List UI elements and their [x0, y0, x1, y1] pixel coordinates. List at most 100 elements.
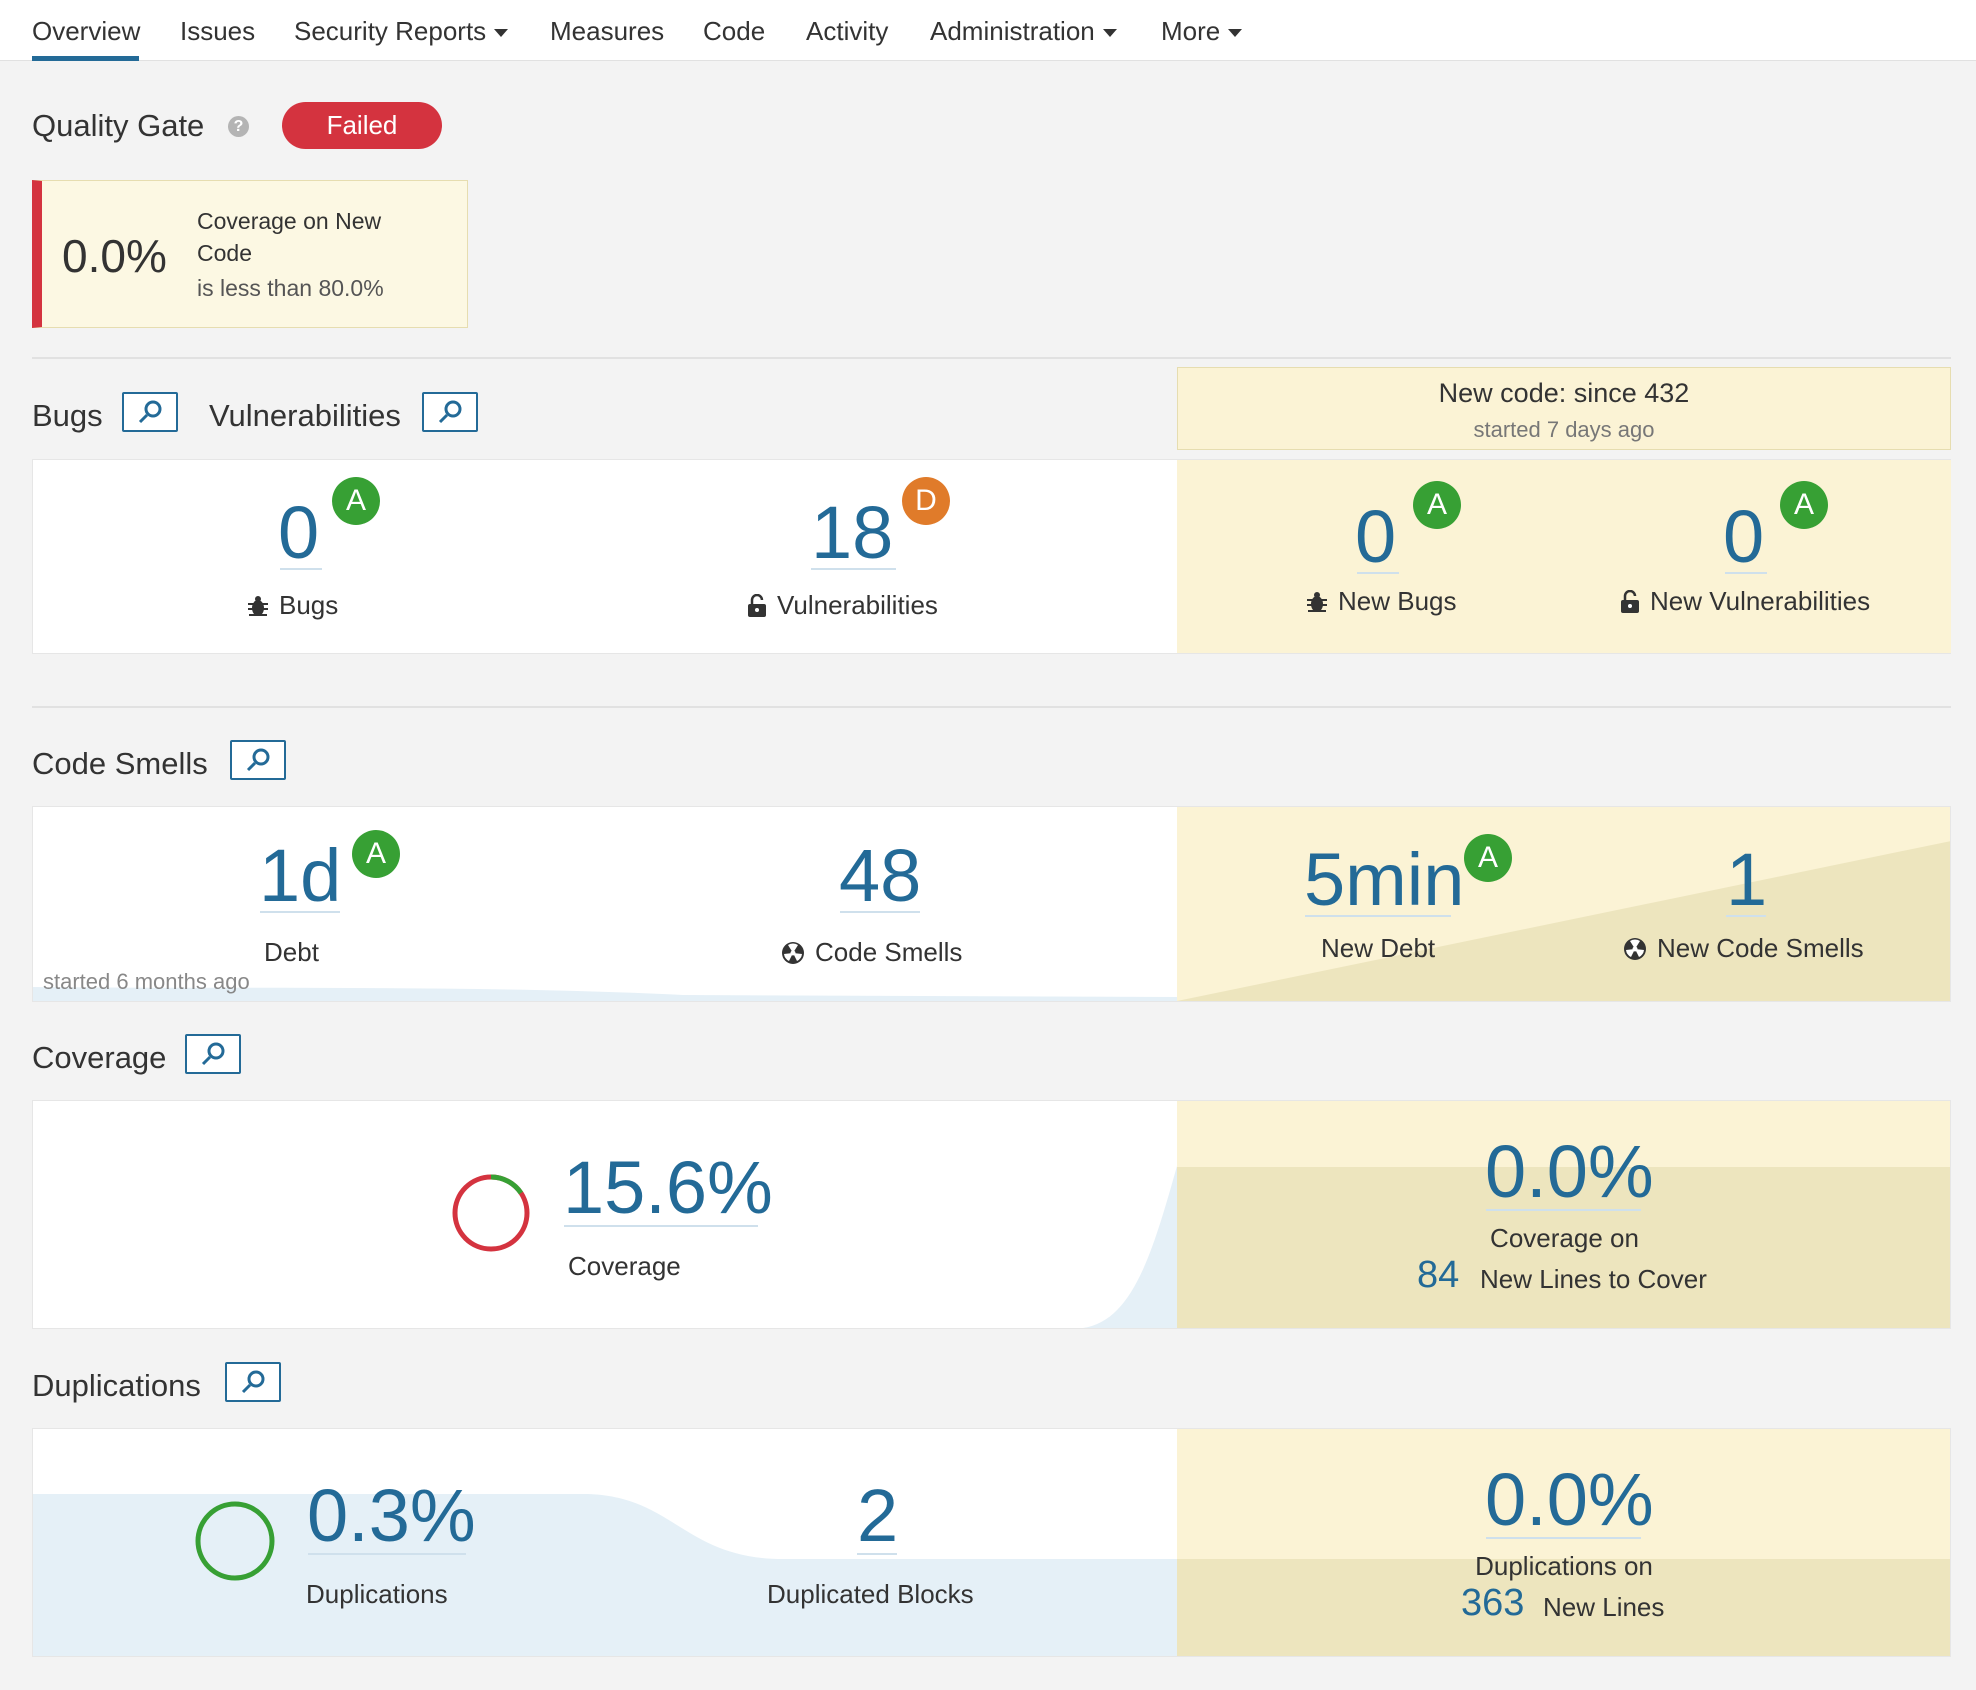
coverage-donut-chart[interactable] — [449, 1171, 533, 1255]
search-link-icon — [138, 400, 162, 424]
new-debt-value[interactable]: 5min — [1304, 838, 1465, 921]
quality-gate-condition[interactable]: 0.0% Coverage on New Code is less than 8… — [32, 180, 468, 328]
code-smells-label: Code Smells — [781, 937, 962, 968]
condition-threshold: is less than 80.0% — [197, 275, 384, 301]
debt-rating-badge[interactable]: A — [352, 830, 400, 878]
bugs-value[interactable]: 0 — [278, 491, 320, 574]
new-code-smells-value[interactable]: 1 — [1726, 838, 1768, 921]
section-divider — [32, 706, 1951, 708]
code-smells-panel: 1d A Debt started 6 months ago 48 Code S… — [32, 806, 1951, 1002]
new-code-period-banner: New code: since 432 started 7 days ago — [1177, 367, 1951, 450]
duplicated-blocks-value[interactable]: 2 — [857, 1474, 899, 1557]
bugs-label-text: Bugs — [279, 590, 339, 620]
tab-security-reports-label: Security Reports — [294, 16, 487, 46]
new-bugs-label-text: New Bugs — [1338, 586, 1457, 616]
vulnerabilities-label: Vulnerabilities — [747, 590, 938, 621]
new-coverage-sparkline — [1177, 1167, 1950, 1328]
value-underline — [260, 911, 340, 913]
duplicated-blocks-label: Duplicated Blocks — [767, 1579, 974, 1609]
vulnerabilities-drilldown-button[interactable] — [422, 392, 478, 432]
duplications-section-title: Duplications — [32, 1368, 201, 1403]
search-link-icon — [241, 1370, 265, 1394]
duplications-drilldown-button[interactable] — [225, 1362, 281, 1402]
duplications-donut-chart[interactable] — [193, 1499, 277, 1583]
new-debt-label: New Debt — [1321, 933, 1436, 963]
vulnerabilities-rating-badge[interactable]: D — [902, 477, 950, 525]
caret-down-icon — [494, 29, 509, 38]
tab-measures[interactable]: Measures — [550, 16, 665, 46]
new-bugs-value[interactable]: 0 — [1355, 495, 1397, 578]
radiation-icon — [782, 942, 804, 964]
new-coverage-label: Coverage on — [33, 1223, 1950, 1254]
section-divider — [32, 357, 1951, 359]
code-smells-value[interactable]: 48 — [839, 834, 922, 917]
new-code-leak-area — [1177, 460, 1951, 653]
new-lines-to-cover-value[interactable]: 84 — [1417, 1254, 1460, 1296]
value-underline — [811, 568, 896, 570]
tab-overview[interactable]: Overview — [32, 16, 141, 46]
bugs-vulnerabilities-panel: 0 A Bugs 18 D Vulnerabilities 0 A New Bu… — [32, 459, 1951, 654]
tab-more[interactable]: More — [1161, 16, 1243, 47]
code-smells-drilldown-button[interactable] — [230, 740, 286, 780]
new-duplications-value[interactable]: 0.0% — [1485, 1458, 1654, 1541]
search-link-icon — [438, 400, 462, 424]
vulnerabilities-section-title: Vulnerabilities — [209, 398, 401, 433]
new-vulnerabilities-label: New Vulnerabilities — [1620, 586, 1870, 617]
new-code-title: New code: since 432 — [1438, 378, 1690, 408]
tab-code[interactable]: Code — [703, 16, 766, 46]
new-coverage-value[interactable]: 0.0% — [1485, 1130, 1654, 1213]
code-smells-label-text: Code Smells — [815, 937, 963, 967]
new-duplications-sparkline — [1177, 1559, 1950, 1656]
value-underline — [280, 568, 322, 570]
tab-issues[interactable]: Issues — [180, 16, 256, 46]
duplications-panel: 0.3% Duplications 2 Duplicated Blocks 0.… — [32, 1428, 1951, 1657]
value-underline — [1726, 915, 1766, 917]
new-code-subtitle: started 7 days ago — [1473, 417, 1655, 442]
vulnerabilities-value[interactable]: 18 — [811, 491, 894, 574]
tab-administration-label: Administration — [930, 16, 1095, 46]
new-vulnerabilities-value[interactable]: 0 — [1723, 495, 1765, 578]
caret-down-icon — [1228, 29, 1243, 38]
value-underline — [1486, 1537, 1641, 1539]
condition-metric: Coverage on New Code — [197, 208, 382, 266]
radiation-icon — [1624, 938, 1646, 960]
active-tab-indicator — [32, 56, 139, 61]
unlocked-padlock-icon — [748, 594, 766, 617]
debt-value[interactable]: 1d — [259, 834, 342, 917]
unlocked-padlock-icon — [1621, 590, 1639, 613]
bugs-drilldown-button[interactable] — [122, 392, 178, 432]
new-debt-rating-badge[interactable]: A — [1464, 834, 1512, 882]
new-bugs-label: New Bugs — [1306, 586, 1457, 617]
new-coverage-label-text: Coverage on — [1490, 1223, 1639, 1253]
new-lines-label: New Lines — [1543, 1592, 1665, 1622]
value-underline — [1725, 572, 1767, 574]
value-underline — [1357, 572, 1399, 574]
tab-security-reports[interactable]: Security Reports — [294, 16, 509, 47]
bugs-label: Bugs — [247, 590, 338, 621]
debt-history-start-text: started 6 months ago — [43, 969, 250, 994]
bugs-section-title: Bugs — [32, 398, 103, 433]
help-icon[interactable]: ? — [228, 116, 249, 137]
value-underline — [857, 1553, 897, 1555]
tab-more-label: More — [1161, 16, 1221, 46]
coverage-value[interactable]: 15.6% — [563, 1146, 773, 1229]
new-bugs-rating-badge[interactable]: A — [1413, 481, 1461, 529]
quality-gate-status-badge: Failed — [282, 102, 442, 149]
search-link-icon — [246, 748, 270, 772]
new-lines-to-cover-label: New Lines to Cover — [1480, 1264, 1707, 1294]
bugs-rating-badge[interactable]: A — [332, 477, 380, 525]
tab-administration[interactable]: Administration — [930, 16, 1117, 47]
new-vulnerabilities-rating-badge[interactable]: A — [1780, 481, 1828, 529]
new-duplications-label: Duplications on — [1475, 1551, 1653, 1581]
duplications-value[interactable]: 0.3% — [307, 1474, 476, 1557]
tab-activity[interactable]: Activity — [806, 16, 889, 46]
value-underline — [1305, 915, 1451, 917]
search-link-icon — [201, 1042, 225, 1066]
new-code-smells-label: New Code Smells — [1623, 933, 1864, 964]
new-lines-value[interactable]: 363 — [1461, 1582, 1525, 1624]
value-underline — [840, 911, 920, 913]
coverage-label: Coverage — [568, 1251, 681, 1281]
bug-icon — [1307, 592, 1327, 612]
code-smells-section-title: Code Smells — [32, 746, 208, 781]
coverage-drilldown-button[interactable] — [185, 1034, 241, 1074]
